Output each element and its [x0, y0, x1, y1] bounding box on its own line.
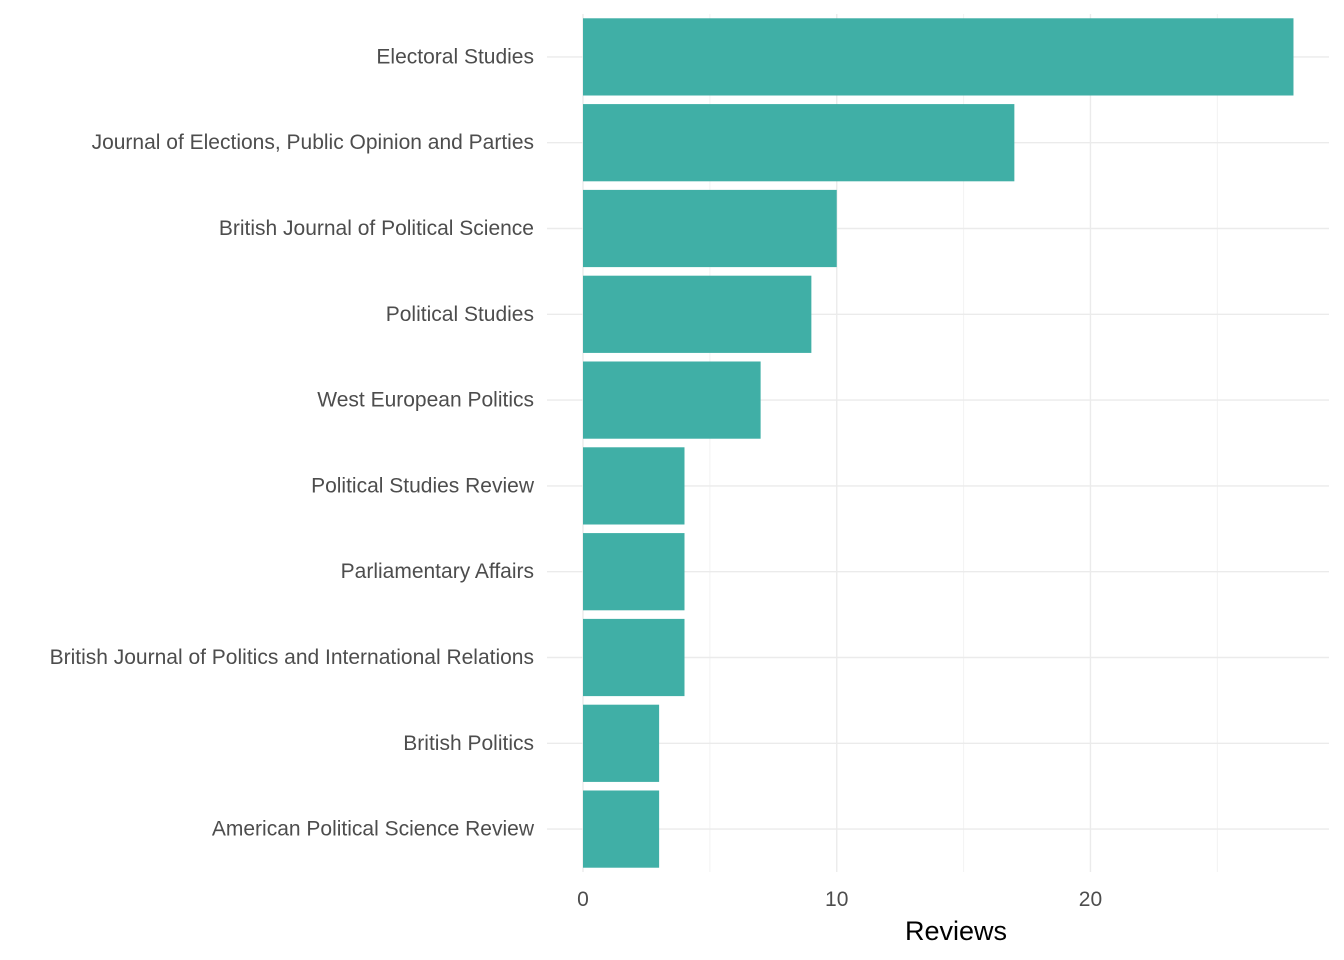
y-tick-label: West European Politics [317, 389, 534, 412]
bar-british-politics [583, 704, 660, 782]
y-axis-labels: Electoral Studies Journal of Elections, P… [50, 45, 535, 840]
y-tick-label: British Journal of Political Science [219, 217, 534, 240]
x-axis-labels: 0 10 20 [577, 888, 1102, 911]
bar-british-journal-of-politics-and-international-relations [583, 618, 685, 697]
y-tick-label: Electoral Studies [376, 45, 534, 68]
bar-british-journal-of-political-science [583, 189, 837, 268]
x-axis-title: Reviews [905, 916, 1007, 946]
x-tick-label: 0 [577, 888, 589, 911]
y-tick-label: Political Studies [386, 303, 534, 326]
x-tick-label: 20 [1079, 888, 1102, 911]
bars [583, 18, 1294, 868]
y-tick-label: Parliamentary Affairs [341, 560, 534, 583]
y-tick-label: British Journal of Politics and Internat… [50, 646, 534, 669]
x-tick-label: 10 [825, 888, 848, 911]
y-tick-label: American Political Science Review [212, 818, 535, 841]
bar-electoral-studies [583, 18, 1294, 96]
bar-parliamentary-affairs [583, 533, 685, 611]
bar-journal-of-elections-public-opinion-and-parties [583, 104, 1015, 182]
y-tick-label: Journal of Elections, Public Opinion and… [92, 131, 534, 154]
bar-west-european-politics [583, 361, 761, 439]
bar-political-studies-review [583, 447, 685, 525]
y-tick-label: Political Studies Review [311, 474, 535, 497]
y-tick-label: British Politics [403, 732, 534, 755]
bar-american-political-science-review [583, 790, 660, 868]
bar-political-studies [583, 275, 812, 353]
